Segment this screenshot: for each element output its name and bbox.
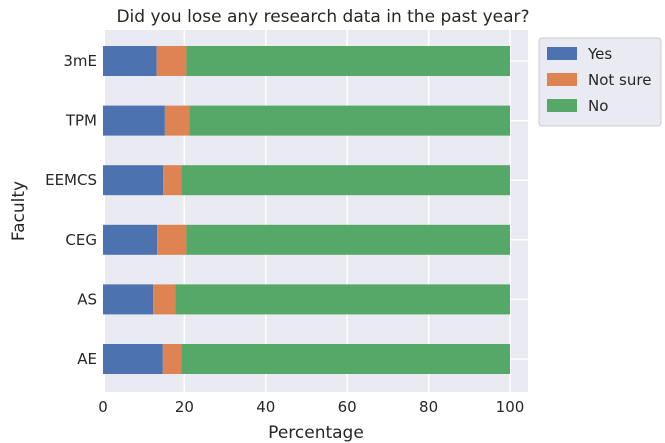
bar-TPM-yes	[103, 105, 165, 136]
bar-3mE-no	[186, 46, 510, 76]
y-tick-label: AS	[77, 290, 97, 308]
x-axis-label: Percentage	[268, 423, 364, 443]
y-tick-labels: 3mE TPM EEMCS CEG AS AE	[45, 52, 97, 368]
bar-TPM-no	[189, 105, 510, 136]
bar-AE-not-sure	[162, 344, 182, 374]
bar-AE-yes	[103, 344, 163, 374]
y-tick-label: EEMCS	[45, 171, 97, 189]
bar-TPM-not-sure	[164, 105, 190, 136]
chart-title: Did you lose any research data in the pa…	[116, 7, 529, 27]
x-tick-label: 0	[98, 398, 108, 416]
x-tick-label: 60	[338, 398, 357, 416]
y-tick-label: CEG	[65, 231, 97, 249]
x-tick-label: 80	[419, 398, 438, 416]
bar-AE-no	[181, 344, 511, 374]
bar-EEMCS-not-sure	[163, 165, 182, 196]
legend-label: No	[588, 97, 608, 115]
y-tick-label: 3mE	[63, 52, 97, 70]
bars	[103, 46, 511, 374]
legend-swatch-no	[547, 99, 577, 112]
legend-swatch-not-sure	[547, 73, 577, 86]
bar-CEG-yes	[103, 224, 158, 255]
legend-label: Not sure	[588, 71, 651, 89]
y-tick-label: AE	[77, 350, 97, 368]
bar-EEMCS-no	[181, 165, 510, 196]
bar-EEMCS-yes	[103, 165, 164, 196]
bar-3mE-yes	[103, 46, 157, 76]
bar-AS-no	[175, 284, 511, 315]
legend: Yes Not sure No	[538, 37, 662, 127]
x-tick-label: 40	[256, 398, 275, 416]
bar-CEG-no	[186, 224, 510, 255]
bar-CEG-not-sure	[157, 224, 187, 255]
bar-3mE-not-sure	[156, 46, 187, 76]
y-tick-label: TPM	[65, 112, 97, 130]
legend-label: Yes	[587, 45, 612, 63]
x-tick-labels: 0 20 40 60 80 100	[98, 398, 524, 416]
legend-swatch-yes	[547, 47, 577, 60]
bar-AS-not-sure	[153, 284, 176, 315]
plot-area	[105, 30, 528, 392]
x-tick-label: 20	[175, 398, 194, 416]
y-axis-label: Faculty	[9, 181, 29, 241]
x-tick-label: 100	[496, 398, 525, 416]
bar-AS-yes	[103, 284, 154, 315]
